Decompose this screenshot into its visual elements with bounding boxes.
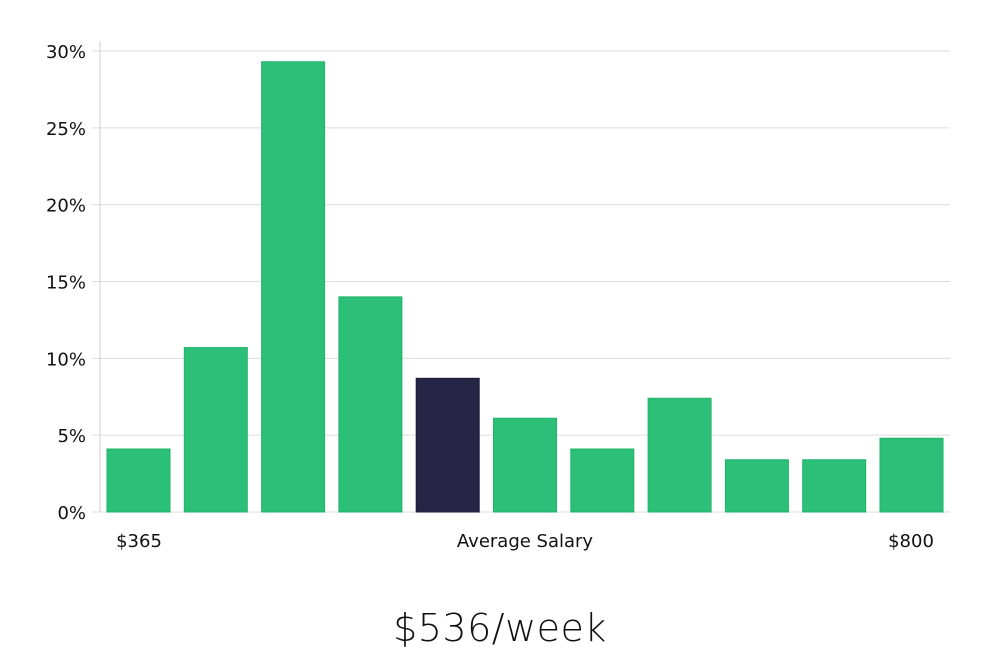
- bar: [724, 459, 789, 513]
- bar: [570, 448, 635, 513]
- bar-average-salary: [415, 377, 480, 513]
- bar: [338, 296, 403, 513]
- y-tick-label: 20%: [46, 196, 86, 217]
- bar: [879, 437, 944, 513]
- x-label-max-salary: $800: [888, 531, 934, 552]
- bar: [493, 417, 557, 513]
- y-tick-label: 15%: [46, 273, 86, 294]
- x-label-min-salary: $365: [116, 531, 162, 552]
- salary-histogram-chart: 0%5%10%15%20%25%30% $365 Average Salary …: [46, 41, 950, 552]
- bar: [261, 61, 326, 513]
- y-tick-label: 30%: [46, 42, 86, 63]
- y-tick-label: 10%: [46, 349, 86, 370]
- bar: [106, 448, 171, 513]
- y-tick-label: 0%: [57, 503, 86, 524]
- average-salary-headline: $536/week: [393, 606, 607, 650]
- bar: [647, 397, 712, 513]
- y-axis-tick-labels: 0% 5% 10% 15% 20% 25% 30%: [46, 42, 86, 524]
- x-label-average-salary: Average Salary: [457, 531, 594, 552]
- y-tick-label: 25%: [46, 119, 86, 140]
- bars: [106, 61, 944, 513]
- bar: [183, 347, 248, 513]
- y-tick-label: 5%: [57, 426, 86, 447]
- bar: [802, 459, 867, 513]
